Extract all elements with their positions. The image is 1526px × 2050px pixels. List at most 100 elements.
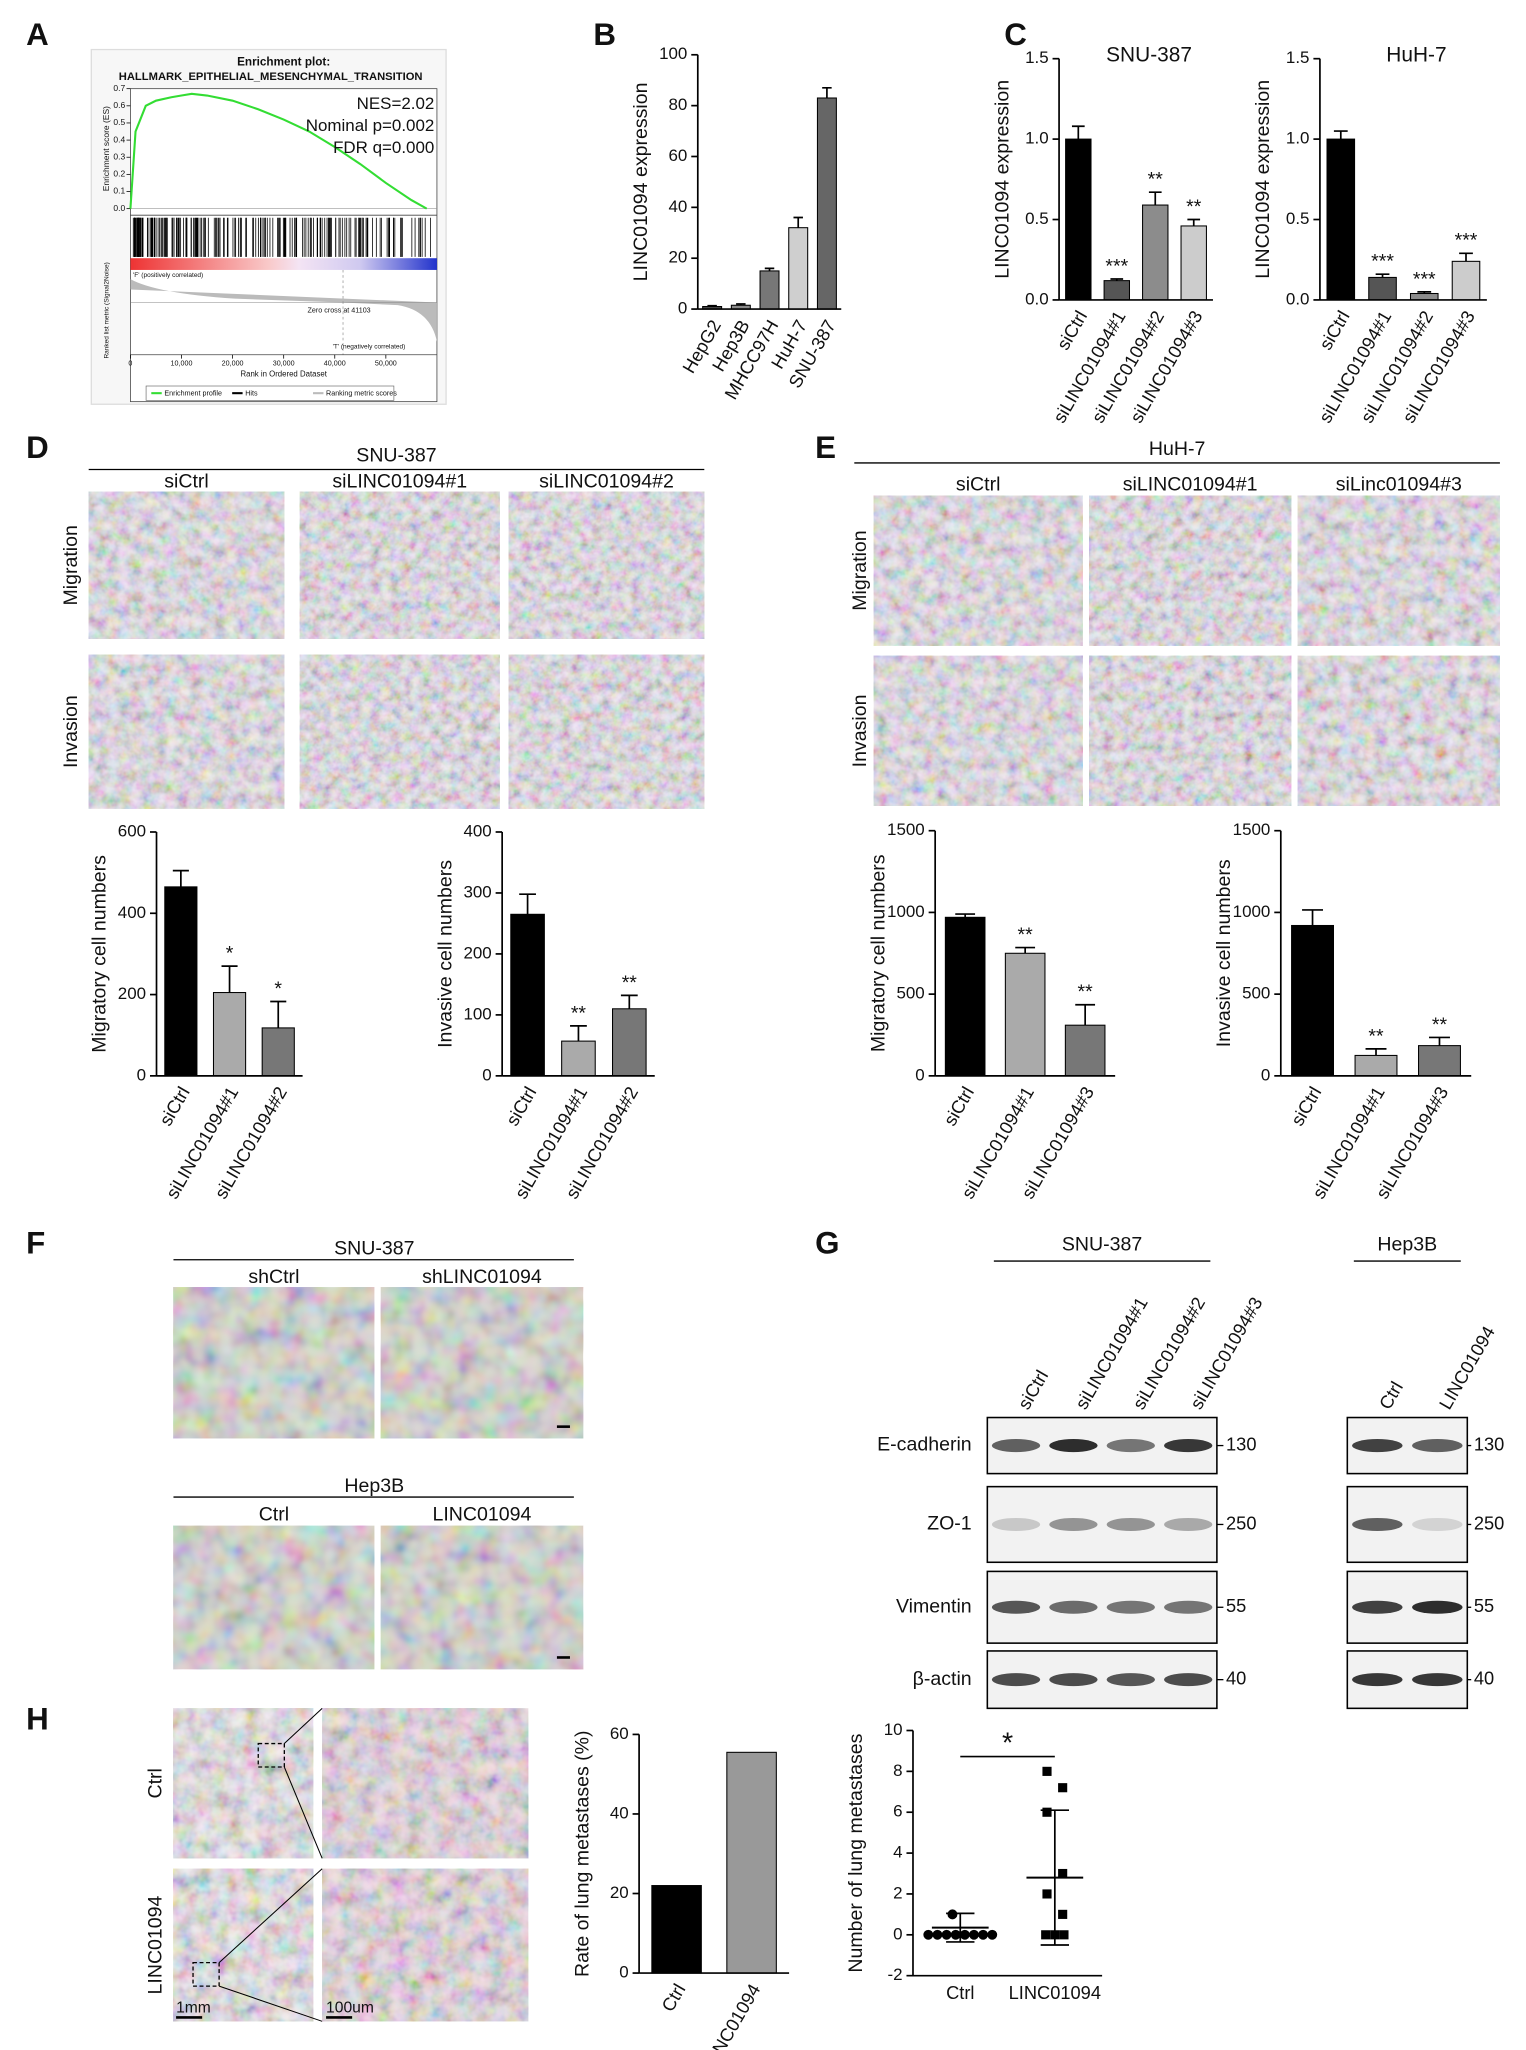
legend-entry: Ranking metric scores <box>326 390 397 398</box>
y-tick-label: 10 <box>884 1720 903 1739</box>
y-tick-label: 2 <box>893 1883 902 1902</box>
x-tick-label: siCtrl <box>939 1083 978 1129</box>
blot <box>986 1485 1218 1564</box>
y-tick-label: 0.6 <box>113 100 125 110</box>
x-tick-label: siCtrl <box>155 1083 194 1129</box>
protein-label: β-actin <box>913 1668 972 1690</box>
error-bar <box>1459 252 1473 262</box>
condition: shCtrl <box>248 1266 299 1288</box>
y-tick-label: 0.0 <box>113 203 125 213</box>
metric-area <box>130 279 437 342</box>
point <box>1058 1909 1068 1919</box>
point <box>1058 1868 1068 1879</box>
size-marker: 130 <box>1474 1433 1504 1454</box>
error-bar <box>955 913 976 918</box>
y-tick-label: 4 <box>893 1843 902 1862</box>
y-axis-label: LINC01094 expression <box>630 82 652 281</box>
bar <box>1451 260 1481 301</box>
y-tick-label: 8 <box>893 1761 902 1780</box>
y-tick-label: 1.0 <box>1286 129 1310 148</box>
micrograph-texture <box>1089 495 1292 646</box>
y-tick-label: 200 <box>463 943 491 962</box>
error-bar <box>1333 130 1348 140</box>
cell-line: SNU-387 <box>334 1237 414 1259</box>
significance: ** <box>1368 1025 1384 1047</box>
blot-band <box>1049 1517 1098 1531</box>
error-bar <box>764 267 775 271</box>
panel-label: E <box>815 430 836 465</box>
y-tick-label: 60 <box>669 146 688 165</box>
bar <box>1409 292 1439 301</box>
row-label: Ctrl <box>145 1768 167 1798</box>
size-marker: 40 <box>1226 1667 1246 1688</box>
bar <box>816 97 837 310</box>
x-tick-label: 20,000 <box>222 360 244 368</box>
condition: siCtrl <box>956 473 1001 495</box>
bar <box>1142 204 1169 301</box>
blot-band <box>1106 1673 1155 1687</box>
x-tick-label: Ctrl <box>657 1980 689 2015</box>
y-tick-label: -2 <box>887 1965 902 1984</box>
y-tick-label: 0 <box>915 1065 924 1084</box>
zoom-lines <box>218 1868 323 2022</box>
y-tick-label: 0 <box>482 1065 491 1084</box>
zoom-box <box>257 1742 285 1768</box>
error-bar <box>1365 1048 1387 1056</box>
micrograph-texture <box>173 1708 314 1859</box>
metric-label: Ranked list metric (Signal2Noise) <box>104 262 111 358</box>
scale-label: 1mm <box>176 1999 211 2016</box>
error-bar <box>1015 946 1036 954</box>
point <box>932 1929 943 1940</box>
zoom-lines <box>283 1707 323 1859</box>
significance: * <box>226 943 234 965</box>
panel-label: G <box>815 1226 839 1261</box>
size-marker: 40 <box>1474 1667 1494 1688</box>
error-bar <box>1375 273 1390 278</box>
point <box>987 1929 998 1940</box>
micrograph-texture <box>299 654 500 809</box>
y-tick-label: 400 <box>118 903 146 922</box>
y-tick-label: 6 <box>893 1802 902 1821</box>
cell-line: SNU-387 <box>356 445 436 467</box>
blot-band <box>991 1439 1041 1453</box>
panel-label: F <box>26 1226 45 1261</box>
point <box>1042 1889 1052 1899</box>
significance: *** <box>1413 268 1436 290</box>
x-tick-label: siCtrl <box>1286 1083 1325 1129</box>
y-tick-label: 0.5 <box>1286 209 1310 228</box>
bar <box>1291 924 1335 1077</box>
significance: ** <box>1186 196 1202 218</box>
blot-band <box>1352 1673 1403 1687</box>
y-tick-label: 1.0 <box>1025 129 1049 148</box>
error-bar <box>736 303 746 306</box>
blot-band <box>991 1673 1041 1687</box>
y-tick-label: 80 <box>669 95 688 114</box>
blot-band <box>1352 1439 1403 1453</box>
micrograph-texture <box>173 1287 375 1439</box>
y-axis-label: Migratory cell numbers <box>89 855 111 1053</box>
chart-title: SNU-387 <box>1106 44 1192 67</box>
blot-band <box>1106 1517 1155 1531</box>
size-marker: 250 <box>1226 1512 1256 1533</box>
row-label: LINC01094 <box>145 1895 167 1994</box>
y-tick-label: 600 <box>118 821 146 840</box>
micrograph-texture <box>1297 655 1500 806</box>
bar <box>759 270 780 310</box>
y-tick-label: 0 <box>893 1924 902 1943</box>
x-tick-label: LINC01094 <box>700 1980 764 2050</box>
pos-label: 'F' (positively correlated) <box>133 272 203 279</box>
significance: ** <box>1078 981 1094 1003</box>
condition: shLINC01094 <box>422 1266 542 1288</box>
significance: ** <box>622 972 638 994</box>
error-bar <box>1148 191 1162 206</box>
y-tick-label: 40 <box>610 1803 629 1822</box>
cell-line: Hep3B <box>1377 1234 1437 1256</box>
significance: *** <box>1455 230 1478 252</box>
y-tick-label: 1.5 <box>1025 48 1049 67</box>
point <box>969 1929 979 1940</box>
y-tick-label: 60 <box>610 1724 629 1743</box>
error-bar <box>1071 125 1085 140</box>
y-axis-label: LINC01094 expression <box>991 80 1013 279</box>
blot-band <box>1412 1517 1463 1531</box>
